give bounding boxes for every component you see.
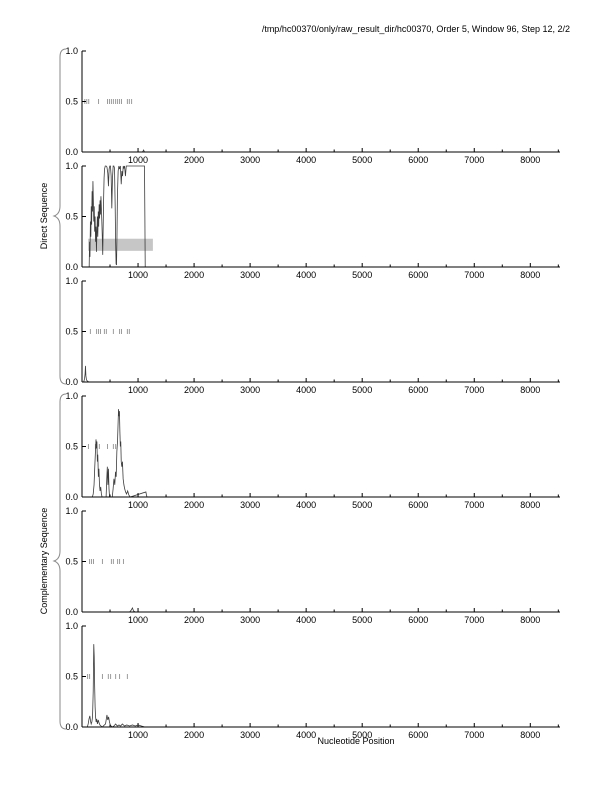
x-axis-title: Nucleotide Position: [317, 736, 395, 746]
y-tick-label: 1.0: [65, 161, 78, 171]
x-tick-label: 4000: [296, 615, 316, 625]
x-tick-label: 5000: [352, 500, 372, 510]
x-tick-label: 6000: [408, 270, 428, 280]
x-tick-label: 5000: [352, 730, 372, 740]
x-tick-label: 3000: [240, 615, 260, 625]
x-tick-label: 6000: [408, 730, 428, 740]
y-tick-label: 0.5: [65, 327, 78, 337]
x-tick-label: 5000: [352, 155, 372, 165]
x-tick-label: 8000: [520, 385, 540, 395]
y-tick-label: 0.0: [65, 147, 78, 157]
x-tick-label: 1000: [128, 385, 148, 395]
y-tick-label: 1.0: [65, 391, 78, 401]
probability-curve: [129, 607, 136, 613]
highlight-region: [88, 238, 153, 251]
x-tick-label: 6000: [408, 385, 428, 395]
y-tick-label: 0.5: [65, 557, 78, 567]
panel-complementary-frame-1: 0.0 0.5 1.0 1000 2000 3000 4000 5000 6000 7000 800…: [65, 391, 560, 510]
x-tick-label: 8000: [520, 615, 540, 625]
y-tick-label: 0.0: [65, 377, 78, 387]
x-tick-label: 6000: [408, 615, 428, 625]
direct-sequence-brace: [52, 48, 67, 385]
panel-complementary-frame-3: 0.0 0.5 1.0 1000 2000 3000 4000 5000 6000 7000 800…: [65, 621, 560, 740]
x-tick-label: 3000: [240, 385, 260, 395]
x-tick-label: 3000: [240, 730, 260, 740]
x-tick-label: 4000: [296, 730, 316, 740]
x-tick-label: 2000: [184, 615, 204, 625]
panel-complementary-frame-2: 0.0 0.5 1.0 1000 2000 3000 4000 5000 6000 7000 800…: [65, 506, 560, 625]
x-tick-label: 5000: [352, 385, 372, 395]
x-tick-label: 2000: [184, 730, 204, 740]
x-tick-label: 7000: [464, 500, 484, 510]
complementary-sequence-label: Complementary Sequence: [39, 507, 49, 615]
x-tick-label: 2000: [184, 385, 204, 395]
y-tick-label: 0.5: [65, 442, 78, 452]
probability-curve: [86, 644, 145, 728]
x-tick-label: 1000: [128, 155, 148, 165]
x-tick-label: 5000: [352, 270, 372, 280]
x-tick-label: 8000: [520, 270, 540, 280]
y-tick-label: 0.0: [65, 607, 78, 617]
y-tick-label: 0.0: [65, 722, 78, 732]
x-tick-label: 4000: [296, 500, 316, 510]
x-tick-label: 7000: [464, 270, 484, 280]
x-tick-label: 2000: [184, 270, 204, 280]
direct-sequence-label: Direct Sequence: [39, 182, 49, 250]
y-tick-label: 1.0: [65, 276, 78, 286]
panel-direct-frame-2: 0.0 0.5 1.0 1000 2000 3000 4000 5000 6000 7000 800…: [65, 161, 560, 280]
x-tick-label: 4000: [296, 385, 316, 395]
y-tick-label: 0.0: [65, 262, 78, 272]
x-tick-label: 3000: [240, 155, 260, 165]
x-tick-label: 1000: [128, 730, 148, 740]
x-tick-label: 7000: [464, 155, 484, 165]
x-tick-label: 8000: [520, 500, 540, 510]
x-tick-label: 8000: [520, 730, 540, 740]
x-tick-label: 7000: [464, 730, 484, 740]
x-tick-label: 4000: [296, 270, 316, 280]
y-tick-label: 0.5: [65, 97, 78, 107]
plot-title: /tmp/hc00370/only/raw_result_dir/hc00370…: [261, 24, 570, 34]
y-tick-label: 0.5: [65, 212, 78, 222]
panel-direct-frame-3: 0.0 0.5 1.0 1000 2000 3000 4000 5000 6000 7000 800…: [65, 276, 560, 395]
x-tick-label: 3000: [240, 270, 260, 280]
x-tick-label: 3000: [240, 500, 260, 510]
x-tick-label: 1000: [128, 270, 148, 280]
x-tick-label: 2000: [184, 155, 204, 165]
x-tick-label: 7000: [464, 385, 484, 395]
x-tick-label: 1000: [128, 615, 148, 625]
y-tick-label: 0.5: [65, 672, 78, 682]
y-tick-label: 1.0: [65, 46, 78, 56]
complementary-sequence-brace: [52, 393, 67, 730]
x-tick-label: 2000: [184, 500, 204, 510]
x-tick-label: 1000: [128, 500, 148, 510]
probability-curve: [88, 165, 146, 268]
x-tick-label: 8000: [520, 155, 540, 165]
y-tick-label: 0.0: [65, 492, 78, 502]
probability-curve: [91, 409, 148, 498]
probability-curve: [83, 365, 89, 383]
x-tick-label: 4000: [296, 155, 316, 165]
x-tick-label: 6000: [408, 155, 428, 165]
x-tick-label: 6000: [408, 500, 428, 510]
y-tick-label: 1.0: [65, 506, 78, 516]
panel-direct-frame-1: 0.0 0.5 1.0 1000 2000 3000 4000 5000 6000 7000 800…: [65, 46, 560, 165]
x-tick-label: 7000: [464, 615, 484, 625]
x-tick-label: 5000: [352, 615, 372, 625]
y-tick-label: 1.0: [65, 621, 78, 631]
